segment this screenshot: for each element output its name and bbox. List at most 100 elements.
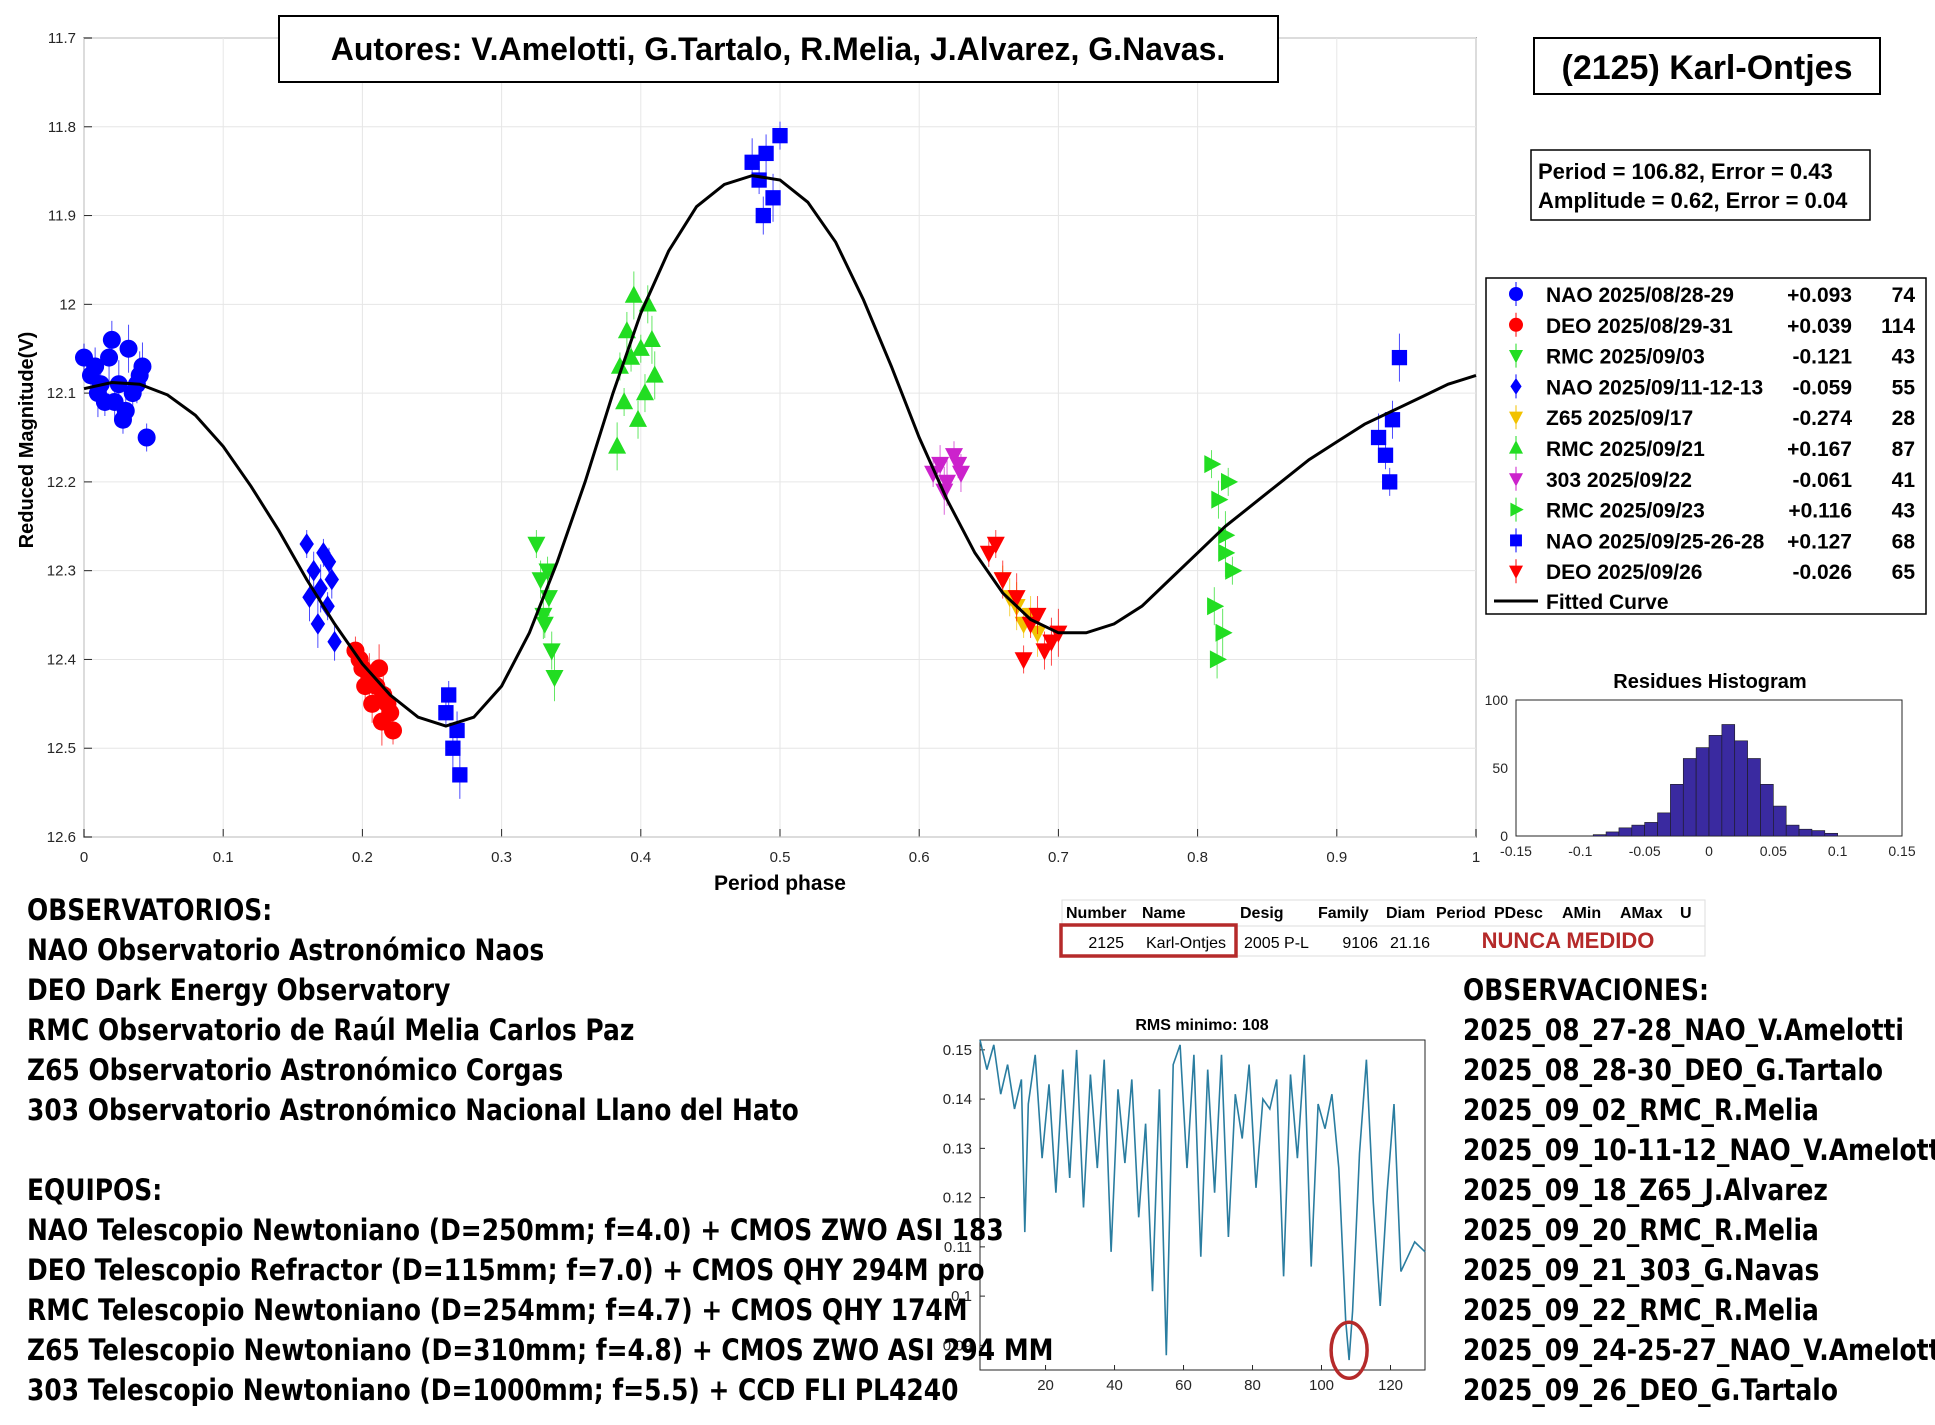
observacion-item: 2025_09_21_303_G.Navas <box>1463 1253 1820 1287</box>
legend-label: RMC 2025/09/21 <box>1546 438 1705 461</box>
data-point <box>133 357 152 376</box>
data-point <box>1211 490 1229 509</box>
legend-count: 65 <box>1892 561 1916 584</box>
legend: NAO 2025/08/28-29 +0.093 74 DEO 2025/08/29-… <box>1509 282 1915 584</box>
legend-offset: -0.274 <box>1792 407 1852 430</box>
histogram-title: Residues Histogram <box>1613 671 1806 693</box>
table-header: AMax <box>1620 905 1663 922</box>
data-point <box>105 392 124 411</box>
histogram-bar <box>1773 805 1787 837</box>
data-point <box>645 365 664 383</box>
data-point <box>370 659 389 678</box>
legend-offset: +0.116 <box>1788 500 1852 523</box>
rms-x-tick: 120 <box>1378 1377 1403 1394</box>
legend-marker <box>1509 440 1523 454</box>
rms-x-tick: 20 <box>1037 1377 1054 1394</box>
histogram-bar <box>1618 827 1633 837</box>
data-point <box>356 677 375 696</box>
y-axis-label: Reduced Magnitude(V) <box>16 332 38 549</box>
data-point <box>299 533 314 555</box>
object-title: (2125) Karl-Ontjes <box>1562 49 1853 87</box>
legend-count: 43 <box>1892 346 1915 369</box>
fit-result-box <box>1530 149 1871 221</box>
legend-marker <box>1510 378 1522 395</box>
table-header: AMin <box>1562 905 1601 922</box>
data-point <box>119 339 138 358</box>
observacion-item: 2025_09_18_Z65_J.Alvarez <box>1463 1173 1828 1207</box>
legend-offset: -0.061 <box>1792 469 1852 492</box>
object-title-box <box>1533 37 1881 95</box>
legend-label: NAO 2025/09/25-26-28 <box>1546 530 1765 553</box>
table-header: Desig <box>1240 905 1284 922</box>
x-tick-label: 0.7 <box>1048 849 1069 866</box>
legend-count: 87 <box>1892 438 1915 461</box>
legend-label: NAO 2025/09/11-12-13 <box>1546 376 1763 399</box>
data-point <box>441 687 457 703</box>
y-tick-label: 12.6 <box>47 829 76 846</box>
observatorio-item: RMC Observatorio de Raúl Melia Carlos Pa… <box>27 1013 635 1047</box>
equipos-title: EQUIPOS: <box>27 1173 163 1207</box>
legend-label: RMC 2025/09/23 <box>1546 500 1705 523</box>
legend-count: 41 <box>1892 469 1916 492</box>
data-point <box>1225 561 1243 580</box>
legend-offset: -0.026 <box>1792 561 1852 584</box>
legend-marker <box>1510 502 1524 517</box>
observacion-item: 2025_09_24-25-27_NAO_V.Amelotti <box>1463 1333 1935 1367</box>
equipo-item: RMC Telescopio Newtoniano (D=254mm; f=4.… <box>27 1293 968 1327</box>
observacion-item: 2025_09_02_RMC_R.Melia <box>1463 1093 1819 1127</box>
data-point <box>113 410 132 429</box>
rms-y-tick: 0.09 <box>943 1337 972 1354</box>
table-highlight-box <box>1059 923 1238 958</box>
histogram-y-tick: 100 <box>1485 692 1509 708</box>
data-point <box>452 767 468 783</box>
x-tick-label: 0.4 <box>630 849 651 866</box>
histogram-bars <box>1592 724 1838 837</box>
data-point <box>617 321 636 339</box>
legend-marker <box>1509 317 1523 332</box>
legend-marker <box>1509 411 1523 425</box>
data-point <box>629 409 647 427</box>
histogram-x-tick: -0.15 <box>1500 843 1532 859</box>
observacion-item: 2025_09_10-11-12_NAO_V.Amelotti <box>1463 1133 1935 1167</box>
data-point <box>1377 447 1394 463</box>
rms-y-tick: 0.11 <box>944 1239 972 1256</box>
histogram-bar <box>1605 831 1620 837</box>
data-point <box>327 630 342 653</box>
legend-offset: +0.039 <box>1787 315 1852 338</box>
data-point <box>758 145 774 162</box>
data-point <box>545 670 564 688</box>
histogram-bar <box>1657 812 1671 837</box>
observacion-item: 2025_09_26_DEO_G.Tartalo <box>1463 1373 1838 1407</box>
histogram-x-tick: 0.05 <box>1760 843 1787 859</box>
data-point <box>615 392 634 410</box>
histogram-y-tick: 0 <box>1500 828 1508 844</box>
table-cell: 21.16 <box>1390 935 1430 952</box>
y-tick-label: 12.2 <box>47 474 76 491</box>
data-point <box>744 154 760 170</box>
rms-x-tick: 60 <box>1175 1377 1192 1394</box>
legend-marker <box>1510 534 1522 547</box>
data-point <box>306 559 321 582</box>
x-tick-label: 0 <box>80 849 88 866</box>
table-cell: 2125 <box>1088 935 1124 952</box>
data-point <box>1209 650 1227 669</box>
histogram-x-tick: -0.1 <box>1568 843 1592 859</box>
table-cell: 2005 P-L <box>1244 935 1309 952</box>
data-point <box>924 465 943 483</box>
x-tick-label: 1 <box>1472 849 1480 866</box>
residues-histogram: Residues Histogram -0.15 -0.1 -0.05 0 0.05 0.… <box>1485 671 1916 859</box>
data-point <box>86 357 105 376</box>
data-point <box>1007 590 1026 608</box>
legend-count: 68 <box>1892 530 1916 553</box>
equipo-item: Z65 Telescopio Newtoniano (D=310mm; f=4.… <box>27 1333 1054 1367</box>
x-tick-label: 0.6 <box>909 849 930 866</box>
table-cells: Number Name Desig Family Diam Period PDesc AMin… <box>1066 905 1692 952</box>
legend-fitted-label: Fitted Curve <box>1546 591 1669 614</box>
data-point <box>1042 634 1061 652</box>
equipo-item: 303 Telescopio Newtoniano (D=1000mm; f=5… <box>27 1373 959 1407</box>
legend-offset: +0.127 <box>1787 530 1852 553</box>
table-header: Diam <box>1386 905 1425 922</box>
legend-count: 28 <box>1892 407 1916 430</box>
histogram-bar <box>1785 824 1800 837</box>
